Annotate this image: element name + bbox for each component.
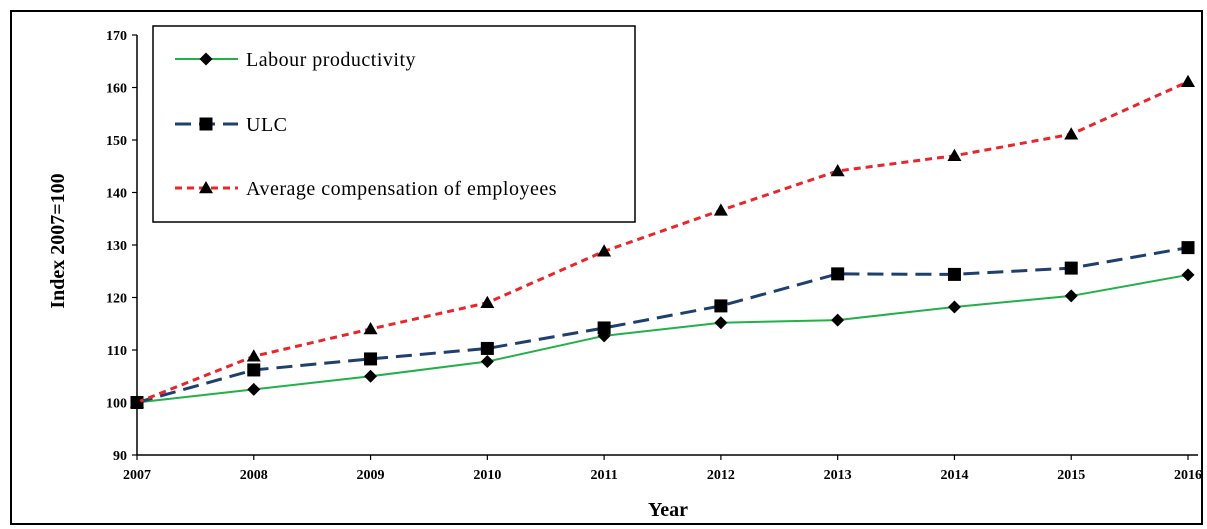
data-point <box>947 300 961 314</box>
data-point <box>364 352 378 366</box>
data-point <box>480 355 494 369</box>
data-point <box>947 267 961 281</box>
data-point <box>1064 127 1079 140</box>
y-tick-label: 130 <box>106 239 127 254</box>
y-tick-label: 140 <box>106 187 127 202</box>
data-point <box>1181 74 1195 87</box>
legend-label: Average compensation of employees <box>246 178 557 200</box>
data-point <box>831 267 845 281</box>
data-point <box>714 316 728 330</box>
series-line <box>136 246 1189 404</box>
x-tick-label: 2011 <box>590 468 617 483</box>
y-tick-label: 110 <box>107 344 127 359</box>
y-tick-label: 170 <box>106 29 127 44</box>
x-tick-label: 2015 <box>1057 468 1085 483</box>
data-point <box>1181 268 1195 282</box>
y-axis-title: Index 2007=100 <box>47 173 69 308</box>
x-tick-label: 2010 <box>473 468 501 483</box>
series-triangle <box>130 74 1195 408</box>
data-point <box>1064 261 1078 275</box>
data-point <box>714 299 728 313</box>
legend-label: Labour productivity <box>246 49 416 71</box>
x-tick-label: 2014 <box>940 468 968 483</box>
data-point <box>480 295 495 308</box>
data-point <box>247 382 261 396</box>
data-point <box>1181 241 1195 255</box>
legend: Labour productivity ULC Average compensati… <box>152 25 636 223</box>
data-point <box>597 244 612 257</box>
y-tick-label: 150 <box>106 134 127 149</box>
y-tick-label: 100 <box>106 397 127 412</box>
data-point <box>130 395 144 408</box>
series-square <box>130 241 1195 409</box>
data-point <box>1064 289 1078 303</box>
data-point <box>364 369 378 383</box>
y-tick-label: 160 <box>106 82 127 97</box>
data-point <box>831 313 845 327</box>
data-point <box>947 148 962 161</box>
x-tick-label: 2008 <box>240 468 268 483</box>
data-point <box>830 163 845 177</box>
data-point <box>363 322 378 335</box>
data-point <box>480 341 494 355</box>
x-tick-label: 2009 <box>357 468 385 483</box>
legend-swatch-marker <box>199 52 213 66</box>
x-axis-title: Year <box>648 499 688 521</box>
x-tick-label: 2012 <box>707 468 735 483</box>
data-point <box>247 363 261 377</box>
data-point <box>246 349 261 362</box>
legend-swatch-marker <box>199 117 213 131</box>
x-tick-label: 2013 <box>824 468 852 483</box>
x-tick-label: 2016 <box>1174 468 1202 483</box>
x-tick-label: 2007 <box>123 468 151 483</box>
axes: 90 100 110 120 130 140 150 160 170 2007 2008 2009 20… <box>106 29 1202 483</box>
legend-label: ULC <box>246 114 288 136</box>
legend-swatch-marker <box>199 181 213 194</box>
data-point <box>597 321 611 335</box>
series-layer <box>130 74 1195 409</box>
y-tick-label: 120 <box>106 292 127 307</box>
series-line <box>136 273 1189 404</box>
series-line <box>136 80 1189 404</box>
y-tick-label: 90 <box>113 449 127 464</box>
series-diamond <box>130 268 1195 409</box>
data-point <box>713 203 728 216</box>
